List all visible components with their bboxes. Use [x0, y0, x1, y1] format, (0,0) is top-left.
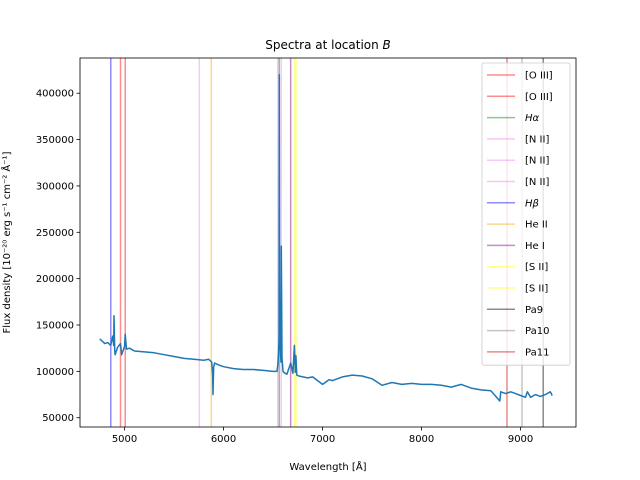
title-italic-text: B: [383, 38, 391, 52]
x-tick-label-1: 6000: [211, 434, 236, 445]
legend-label-6: Hβ: [525, 198, 540, 209]
y-tick-label-0: 50000: [42, 413, 74, 424]
y-tick-label-5: 300000: [36, 181, 74, 192]
x-axis-ticks: 5000 6000 7000 8000 9000: [112, 427, 533, 445]
legend-label-1: [O III]: [525, 92, 553, 103]
x-tick-label-2: 7000: [310, 434, 335, 445]
emission-line-markers: [110, 58, 544, 427]
legend-label-8: He I: [525, 241, 545, 252]
legend-label-13: Pa11: [525, 347, 549, 358]
legend-label-11: Pa9: [525, 305, 543, 316]
x-axis-label: Wavelength [Å]: [289, 460, 366, 473]
legend-label-10: [S II]: [525, 284, 548, 295]
y-tick-label-3: 200000: [36, 274, 74, 285]
y-axis-ticks: 50000 100000 150000 200000 250000 300000 35000…: [36, 89, 80, 424]
legend-label-12: Pa10: [525, 326, 549, 337]
legend-label-0: [O III]: [525, 71, 553, 82]
spectrum-series: [99, 73, 553, 402]
x-tick-label-0: 5000: [112, 434, 137, 445]
series-line-0: [99, 73, 553, 402]
axes-frame: [79, 57, 577, 428]
y-tick-label-2: 150000: [36, 321, 74, 332]
legend-label-9: [S II]: [525, 262, 548, 273]
title-text: Spectra at location: [265, 38, 382, 52]
y-tick-label-4: 250000: [36, 228, 74, 239]
y-tick-label-6: 350000: [36, 135, 74, 146]
x-tick-label-4: 9000: [508, 434, 533, 445]
legend-label-2: Hα: [525, 113, 540, 124]
legend-label-3: [N II]: [525, 134, 549, 145]
x-tick-label-3: 8000: [409, 434, 434, 445]
legend-box: [481, 62, 571, 366]
legend-label-7: He II: [525, 220, 548, 231]
legend: [O III] [O III] Hα [N II] [N II] [N II] Hβ He I…: [481, 62, 571, 366]
y-tick-label-1: 100000: [36, 367, 74, 378]
y-tick-label-7: 400000: [36, 89, 74, 100]
y-axis-label: Flux density [10⁻²⁰ erg s⁻¹ cm⁻² Å⁻¹]: [0, 151, 13, 333]
legend-label-4: [N II]: [525, 156, 549, 167]
legend-label-5: [N II]: [525, 177, 549, 188]
chart-title: Spectra at location B: [265, 38, 391, 52]
